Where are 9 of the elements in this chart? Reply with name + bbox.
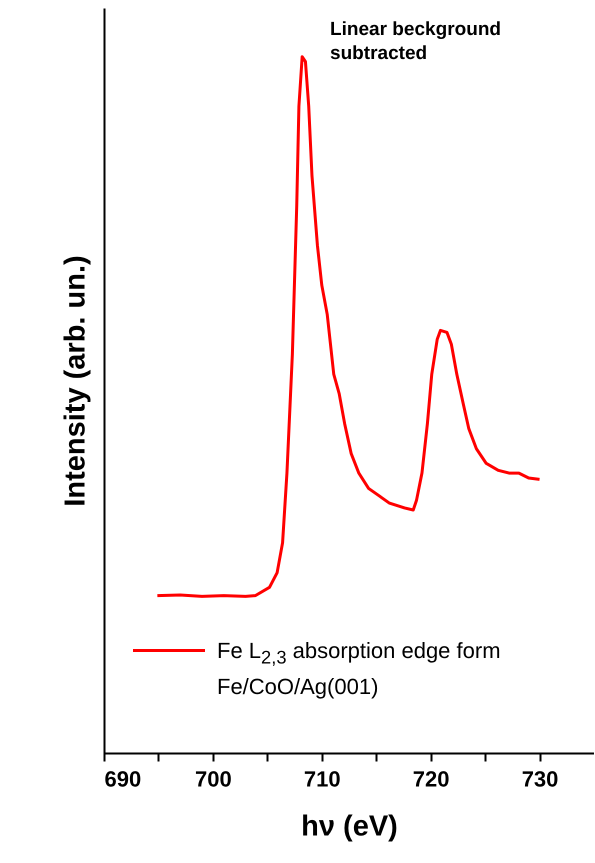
x-tick-label: 690	[104, 766, 142, 792]
x-tick-label: 710	[304, 766, 341, 792]
legend-label: Fe L$_{2,3}$ absorption edge form Fe/CoO/Ag(001)	[217, 637, 502, 702]
annotation: Linear beckground subtracted	[330, 18, 502, 66]
x-tick-label: 720	[412, 766, 450, 792]
x-axis-title: hν (eV)	[301, 810, 398, 842]
x-tick-label: 730	[522, 766, 558, 792]
y-axis-title: Intensity (arb. un.)	[60, 255, 92, 507]
x-tick-label: 700	[195, 766, 232, 792]
